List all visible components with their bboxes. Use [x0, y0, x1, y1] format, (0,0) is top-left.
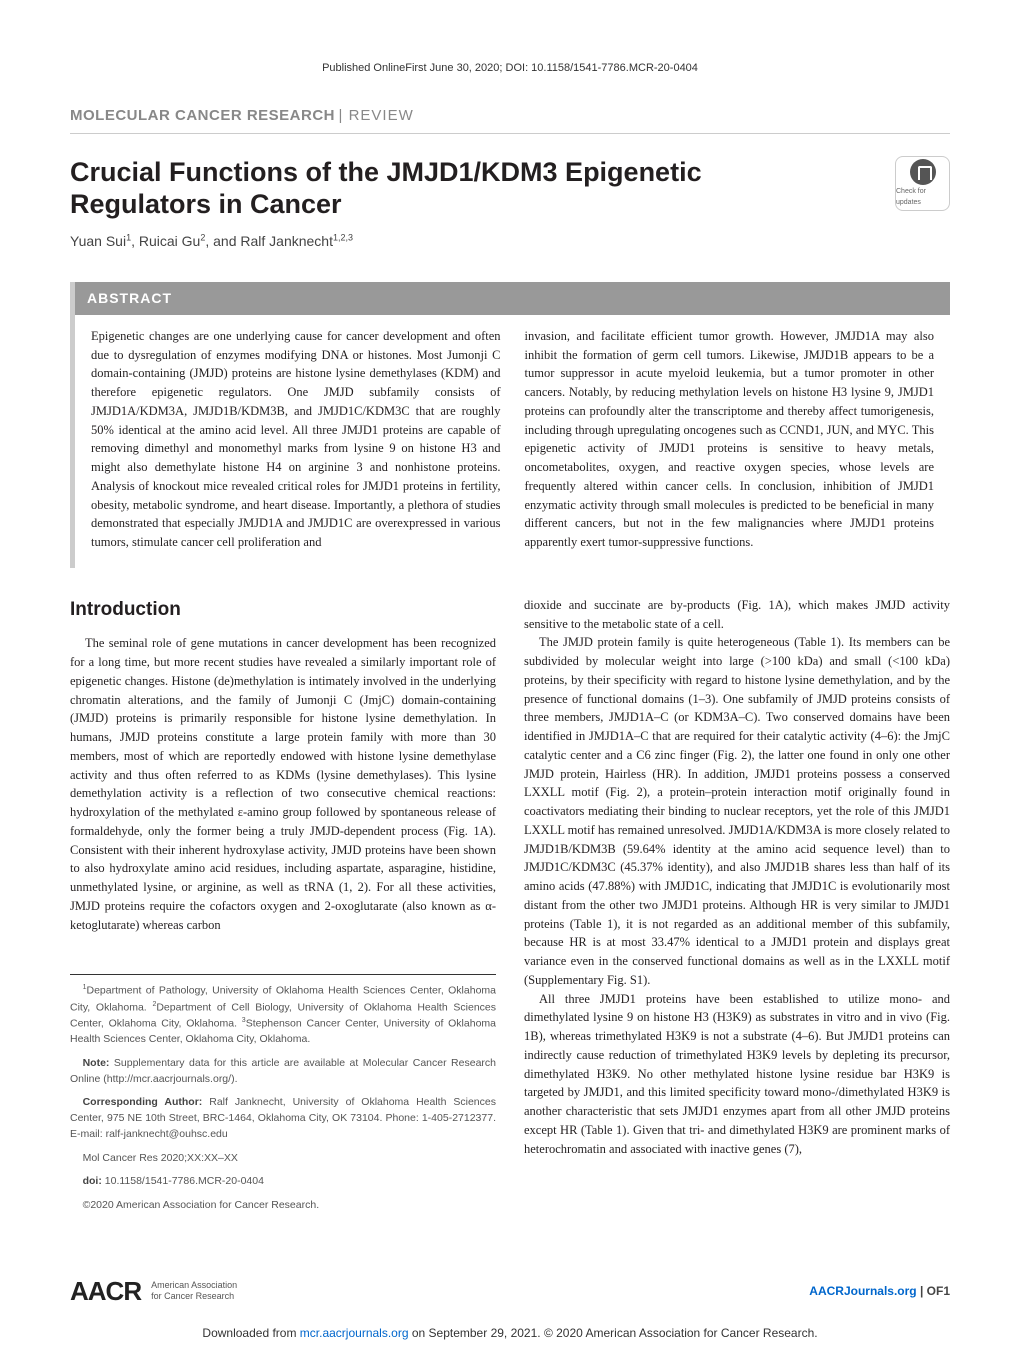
doi-line: doi: 10.1158/1541-7786.MCR-20-0404	[70, 1174, 496, 1190]
corresponding-author: Corresponding Author: Ralf Janknecht, Un…	[70, 1095, 496, 1142]
abstract-heading: ABSTRACT	[75, 282, 950, 315]
aacr-logo-text: AACR	[70, 1272, 141, 1311]
intro-para-1: The seminal role of gene mutations in ca…	[70, 634, 496, 934]
download-source-link[interactable]: mcr.aacrjournals.org	[300, 1326, 409, 1340]
publish-info: Published OnlineFirst June 30, 2020; DOI…	[70, 60, 950, 77]
note-line: Note: Supplementary data for this articl…	[70, 1056, 496, 1088]
body-col-right: dioxide and succinate are by-products (F…	[524, 596, 950, 1222]
check-updates-label: Check for updates	[896, 187, 949, 208]
departments: 1Department of Pathology, University of …	[70, 983, 496, 1048]
journal-name: MOLECULAR CANCER RESEARCH	[70, 107, 335, 124]
aacr-logo-subtitle: American Association for Cancer Research	[151, 1280, 237, 1302]
journal-header: MOLECULAR CANCER RESEARCH | REVIEW	[70, 105, 950, 135]
abstract-col-left: Epigenetic changes are one underlying ca…	[91, 327, 501, 552]
introduction-heading: Introduction	[70, 596, 496, 625]
article-title: Crucial Functions of the JMJD1/KDM3 Epig…	[70, 156, 830, 221]
intro-para-4: All three JMJD1 proteins have been estab…	[524, 990, 950, 1159]
aacr-logo: AACR American Association for Cancer Res…	[70, 1272, 237, 1311]
bookmark-icon	[910, 159, 936, 185]
authors: Yuan Sui1, Ruicai Gu2, and Ralf Janknech…	[70, 231, 950, 252]
abstract-col-right: invasion, and facilitate efficient tumor…	[525, 327, 935, 552]
abstract-section: ABSTRACT Epigenetic changes are one unde…	[70, 282, 950, 568]
affiliations-block: 1Department of Pathology, University of …	[70, 974, 496, 1214]
check-updates-badge[interactable]: Check for updates	[895, 156, 950, 211]
journal-url-link[interactable]: AACRJournals.org	[809, 1284, 916, 1298]
intro-para-2: dioxide and succinate are by-products (F…	[524, 596, 950, 634]
copyright-line: ©2020 American Association for Cancer Re…	[70, 1198, 496, 1214]
citation-line: Mol Cancer Res 2020;XX:XX–XX	[70, 1151, 496, 1167]
intro-para-3: The JMJD protein family is quite heterog…	[524, 633, 950, 989]
page-footer: AACR American Association for Cancer Res…	[70, 1272, 950, 1311]
download-attribution: Downloaded from mcr.aacrjournals.org on …	[70, 1325, 950, 1342]
page-reference: AACRJournals.org | OF1	[809, 1282, 950, 1300]
body-col-left: Introduction The seminal role of gene mu…	[70, 596, 496, 1222]
article-type: | REVIEW	[339, 107, 414, 124]
